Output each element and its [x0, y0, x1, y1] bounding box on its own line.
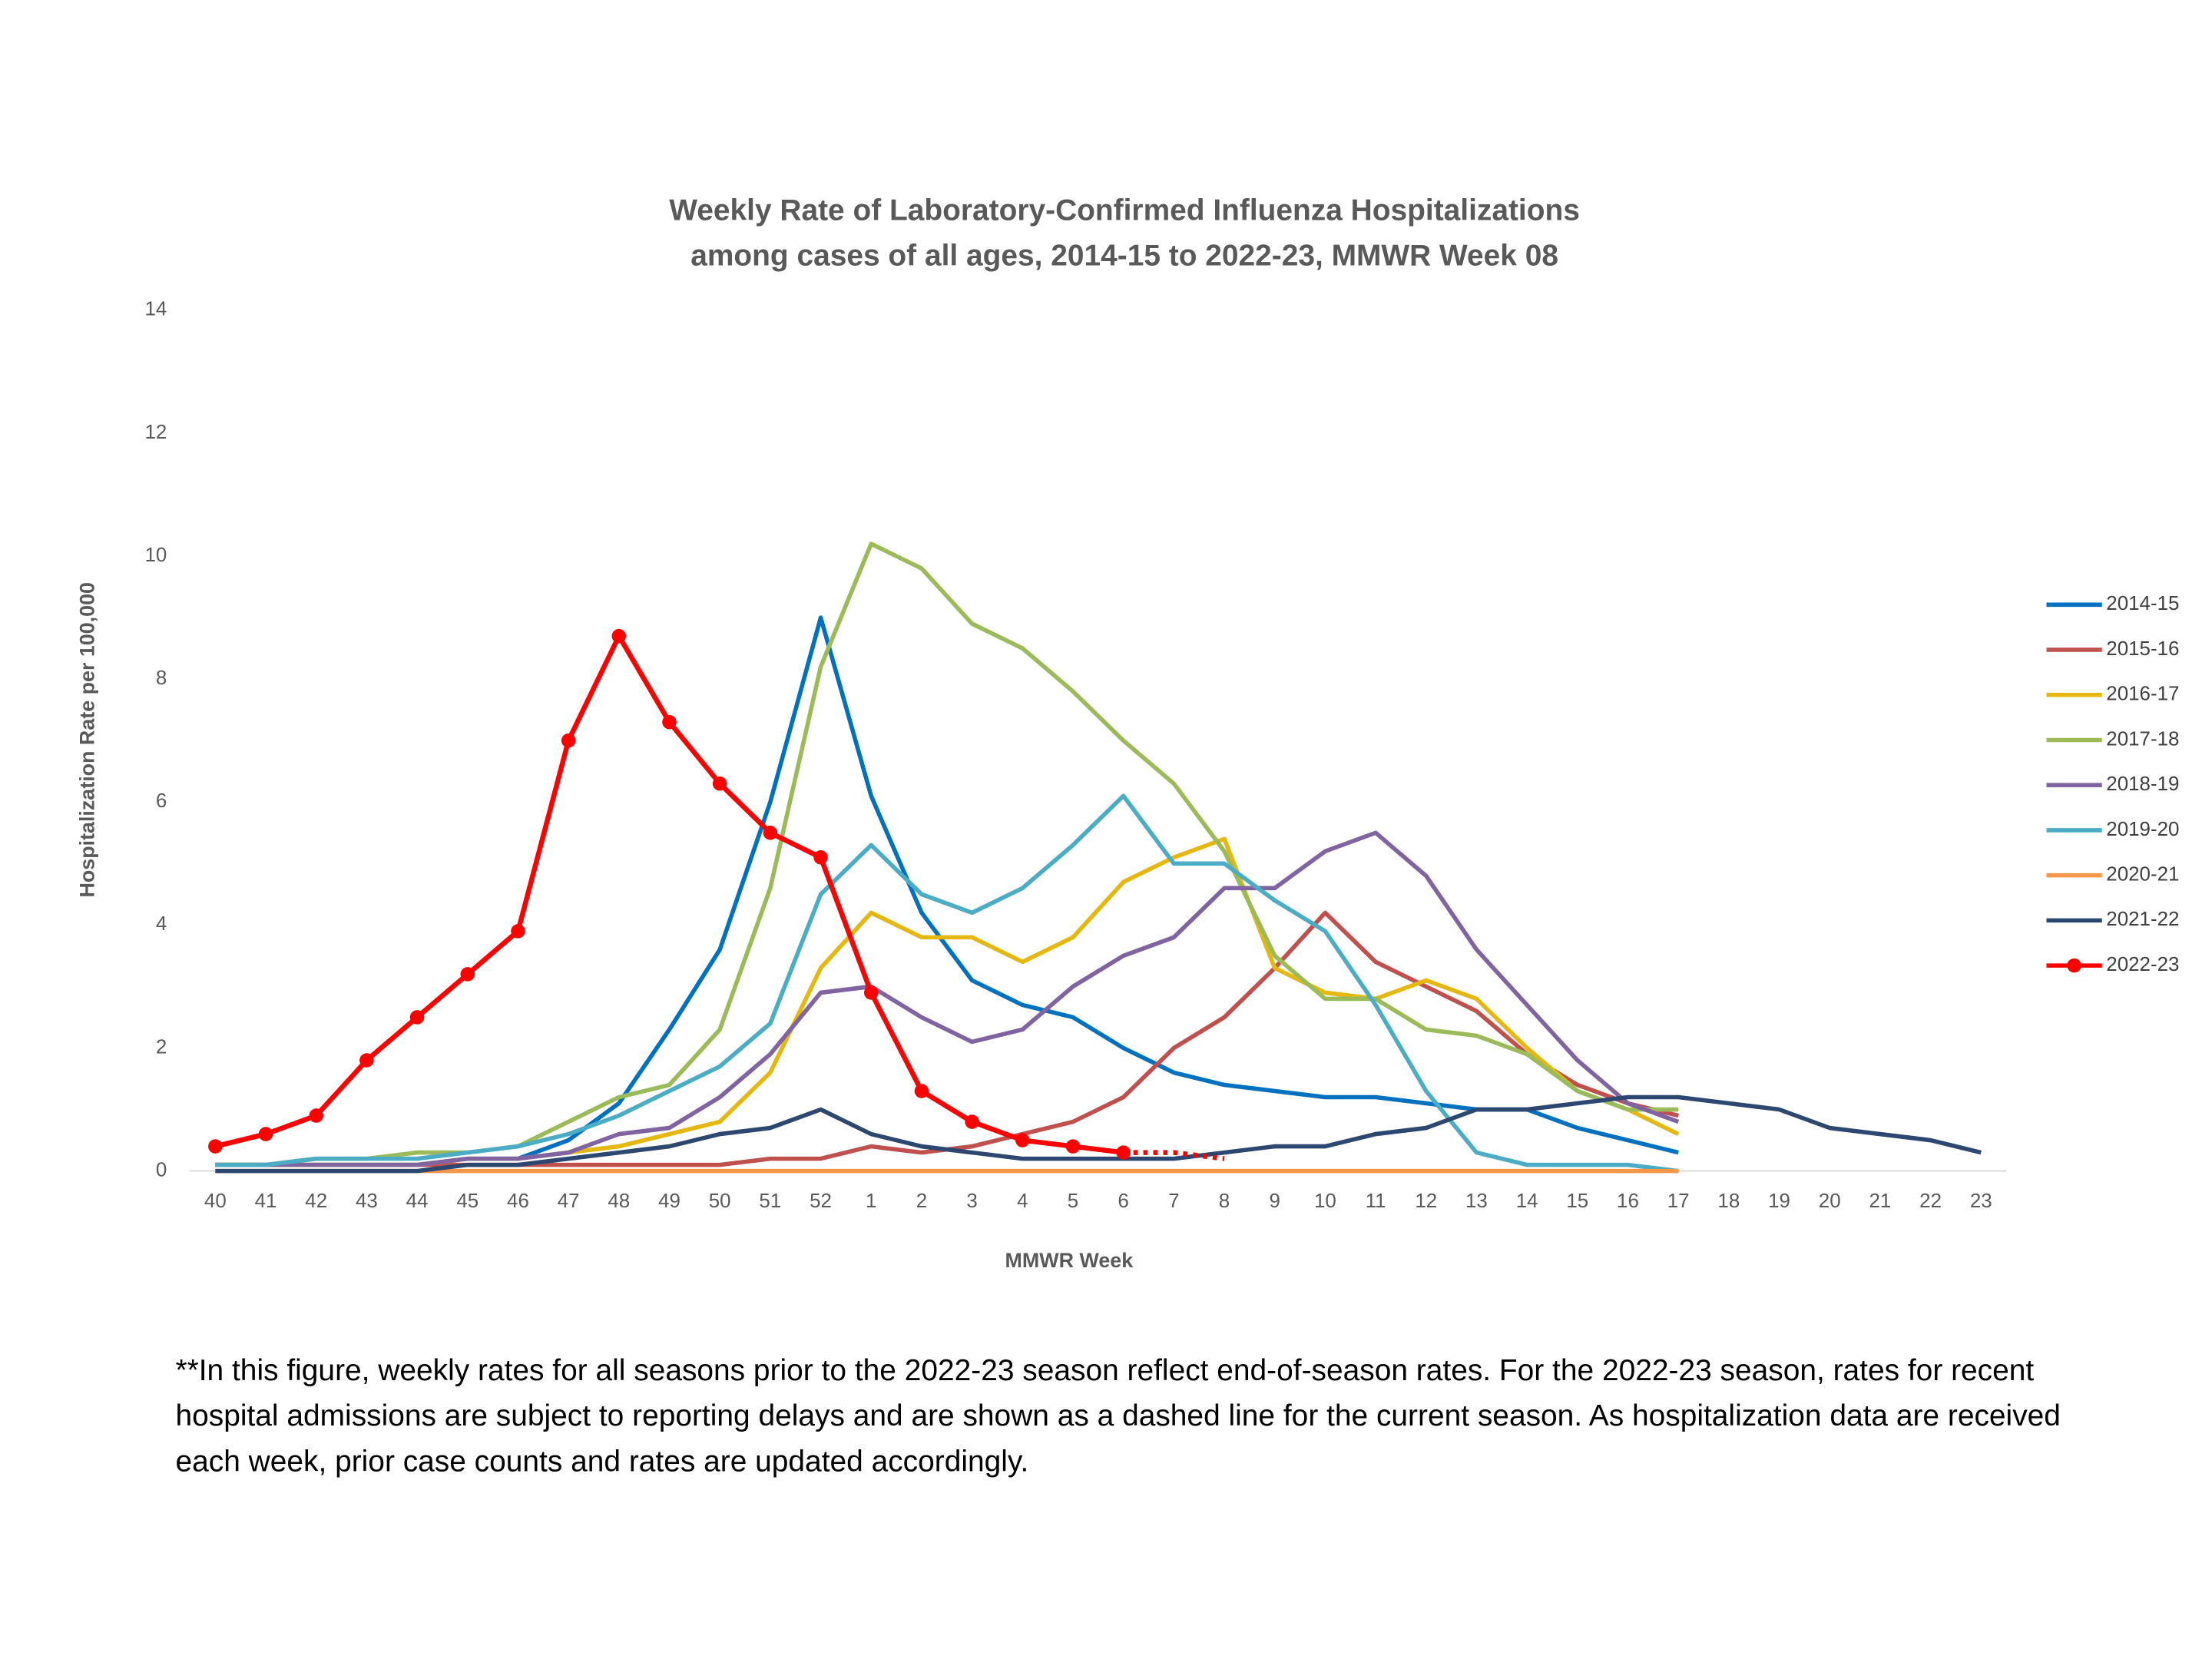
x-tick-label: 9: [1269, 1190, 1280, 1212]
legend-label: 2018-19: [2106, 773, 2179, 795]
x-tick-label: 50: [709, 1190, 731, 1212]
y-tick-label: 2: [156, 1036, 167, 1058]
x-tick-label: 51: [759, 1190, 781, 1212]
x-tick-label: 42: [305, 1190, 327, 1212]
series-marker: [712, 776, 727, 791]
series-marker: [1015, 1133, 1030, 1147]
series-marker: [309, 1108, 323, 1123]
x-tick-label: 4: [1017, 1190, 1028, 1212]
series-marker: [662, 714, 677, 730]
x-tick-label: 52: [810, 1190, 832, 1212]
x-tick-label: 22: [1919, 1190, 1942, 1212]
legend-label: 2014-15: [2106, 593, 2179, 614]
series-marker: [359, 1053, 374, 1068]
x-tick-label: 15: [1566, 1190, 1588, 1212]
series-marker: [511, 924, 525, 939]
x-tick-label: 43: [356, 1190, 378, 1212]
x-tick-label: 21: [1869, 1190, 1891, 1212]
series-marker: [460, 967, 475, 982]
x-tick-label: 8: [1219, 1190, 1230, 1212]
y-tick-label: 14: [145, 299, 167, 320]
x-tick-label: 49: [658, 1190, 680, 1212]
x-tick-label: 6: [1118, 1190, 1128, 1212]
y-tick-label: 8: [156, 667, 167, 689]
x-tick-label: 23: [1970, 1190, 1992, 1212]
series-marker: [1116, 1145, 1131, 1160]
legend-label: 2022-23: [2106, 954, 2179, 975]
x-tick-label: 7: [1168, 1190, 1179, 1212]
series-line-dashed: [1123, 1150, 1225, 1161]
x-tick-label: 41: [255, 1190, 277, 1212]
x-tick-label: 2: [916, 1190, 927, 1212]
chart-title: Weekly Rate of Laboratory-Confirmed Infl…: [669, 194, 1580, 227]
x-tick-label: 18: [1717, 1190, 1740, 1212]
series-line: [215, 793, 1679, 1174]
x-tick-label: 40: [204, 1190, 227, 1212]
legend-label: 2016-17: [2106, 684, 2179, 705]
legend-label: 2015-16: [2106, 638, 2179, 660]
x-tick-label: 47: [558, 1190, 580, 1212]
x-tick-label: 46: [507, 1190, 529, 1212]
series-line: [215, 1094, 1982, 1174]
series-marker: [914, 1084, 929, 1098]
series-line: [215, 830, 1680, 1167]
x-tick-label: 16: [1617, 1190, 1639, 1212]
series-marker: [813, 850, 828, 865]
series-marker: [965, 1114, 979, 1129]
x-tick-label: 13: [1465, 1190, 1488, 1212]
y-tick-label: 6: [156, 790, 167, 812]
y-tick-label: 10: [145, 545, 167, 566]
legend-label: 2019-20: [2106, 819, 2179, 840]
y-axis-title: Hospitalization Rate per 100,000: [76, 582, 99, 898]
legend-marker: [2067, 958, 2081, 973]
x-tick-label: 20: [1819, 1190, 1841, 1212]
x-axis-title: MMWR Week: [1005, 1249, 1134, 1272]
legend-label: 2021-22: [2106, 909, 2179, 930]
x-tick-label: 19: [1768, 1190, 1790, 1212]
x-tick-label: 14: [1516, 1190, 1538, 1212]
series-marker: [258, 1127, 273, 1141]
series-marker: [611, 628, 627, 644]
y-tick-label: 12: [145, 422, 167, 443]
x-tick-label: 48: [608, 1190, 630, 1212]
x-tick-label: 11: [1366, 1190, 1386, 1212]
footnote: **In this figure, weekly rates for all s…: [175, 1354, 2061, 1479]
series-marker: [208, 1139, 223, 1154]
y-tick-label: 0: [156, 1159, 167, 1181]
x-tick-label: 44: [406, 1190, 429, 1212]
legend-label: 2020-21: [2106, 863, 2179, 885]
y-tick-label: 4: [156, 913, 167, 935]
series-marker: [409, 1010, 425, 1025]
series-marker: [561, 733, 576, 748]
chart-subtitle: among cases of all ages, 2014-15 to 2022…: [690, 240, 1558, 273]
series-marker: [863, 985, 879, 1000]
series-marker: [1065, 1139, 1081, 1154]
footnote-box: **In this figure, weekly rates for all s…: [175, 1354, 2061, 1479]
x-tick-label: 3: [966, 1190, 977, 1212]
legend-label: 2017-18: [2106, 728, 2179, 750]
x-tick-label: 17: [1667, 1190, 1690, 1212]
x-tick-label: 5: [1068, 1190, 1078, 1212]
x-tick-label: 12: [1415, 1190, 1437, 1212]
x-tick-label: 45: [456, 1190, 478, 1212]
x-tick-label: 1: [866, 1190, 876, 1212]
x-tick-label: 10: [1314, 1190, 1336, 1212]
series-marker: [763, 826, 778, 840]
